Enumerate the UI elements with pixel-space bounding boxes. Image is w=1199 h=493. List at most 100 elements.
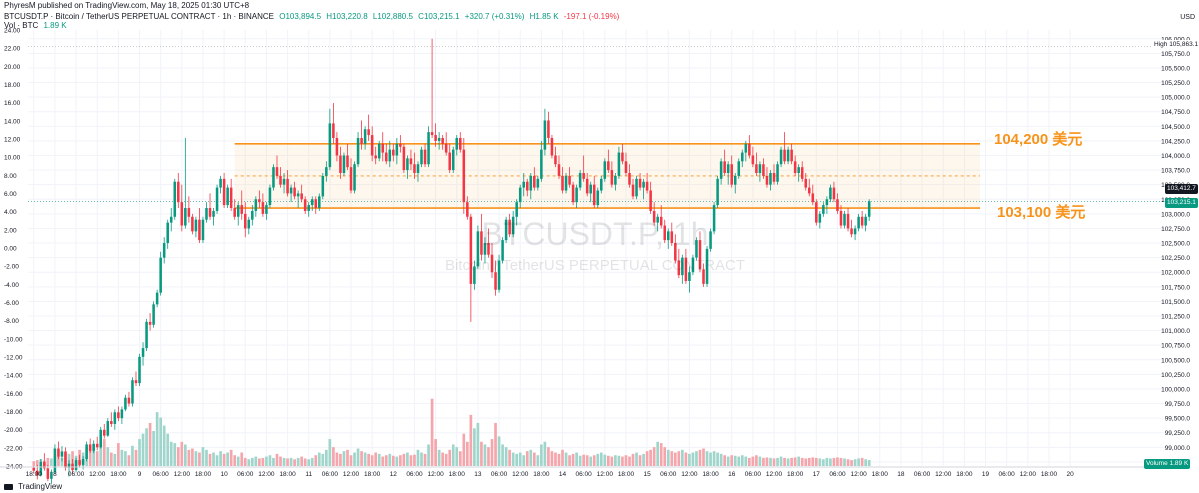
price-tick-label: 105,750.0 xyxy=(1161,51,1190,58)
candle-body xyxy=(758,164,762,173)
volume-bar xyxy=(310,457,314,466)
price-tick-label: 104,250.0 xyxy=(1161,138,1190,145)
volume-bar xyxy=(677,451,681,466)
candle-body xyxy=(695,240,698,258)
volume-bar xyxy=(529,449,533,466)
volume-bar xyxy=(71,451,74,466)
volume-bar xyxy=(399,455,402,466)
symbol-title[interactable]: BTCUSDT.P · Bitcoin / TetherUS PERPETUAL… xyxy=(4,12,274,21)
volume-label[interactable]: Vol · BTC xyxy=(4,21,39,30)
candle-body xyxy=(286,178,289,194)
volume-bar xyxy=(205,449,208,466)
time-axis[interactable]: 18:00 8 06:00 12:00 18:00 9 06:00 12:00 18:00 10 0… xyxy=(0,466,1164,478)
candle-body xyxy=(377,143,381,159)
candle-body xyxy=(208,208,212,217)
candle-body xyxy=(282,178,286,185)
tradingview-label: TradingView xyxy=(18,482,63,491)
volume-bar xyxy=(829,458,832,466)
high-tag-value: 105,863.1 xyxy=(1169,41,1199,48)
time-tick-label: 12:00 xyxy=(512,471,529,478)
candle-body xyxy=(702,269,705,284)
candle-body xyxy=(448,152,451,171)
volume-bar xyxy=(547,447,550,466)
volume-bar xyxy=(427,444,430,466)
volume-bar xyxy=(670,451,674,466)
watermark-name: Bitcoin / TetherUS PERPETUAL CONTRACT xyxy=(445,257,745,274)
volume-bar xyxy=(652,447,656,466)
watermark-symbol: BTCUSDT.P, 1h xyxy=(481,216,708,252)
high-tag-label: High xyxy=(1154,41,1168,48)
price-axis[interactable]: 106,000.0 105,750.0 105,500.0 105,250.0 105,… xyxy=(1161,36,1190,466)
volume-bar xyxy=(772,458,776,466)
price-tick-label: 102,750.0 xyxy=(1161,226,1190,233)
support-resistance-zone xyxy=(28,46,1164,209)
volume-bar xyxy=(508,449,511,466)
volume-bar xyxy=(606,455,610,466)
volume-bar xyxy=(525,451,529,466)
volume-bar xyxy=(557,453,561,466)
volume-bar xyxy=(814,457,818,466)
volume-bar xyxy=(141,433,145,466)
volume-bar xyxy=(755,455,758,466)
candle-body xyxy=(571,184,575,203)
volume-bar xyxy=(296,457,300,466)
candle-body xyxy=(187,208,191,217)
price-tick-label: 99,250.0 xyxy=(1165,430,1191,437)
candle-body xyxy=(353,164,356,191)
volume-bar xyxy=(807,457,811,466)
candle-body xyxy=(769,172,772,185)
currency-label[interactable]: USD xyxy=(1180,14,1195,21)
volume-bar xyxy=(198,452,201,466)
volume-bar xyxy=(212,452,215,466)
time-tick-label: 15 xyxy=(643,471,651,478)
candle-body xyxy=(822,205,825,214)
volume-bar xyxy=(102,439,106,466)
volume-bar xyxy=(476,422,480,466)
candle-body xyxy=(790,149,793,162)
volume-bar xyxy=(272,457,275,466)
candle-body xyxy=(289,187,293,194)
volume-bar xyxy=(134,449,138,466)
volume-bar xyxy=(744,456,748,466)
time-tick-label: 18:00 xyxy=(702,471,719,478)
price-tick-label: 100,500.0 xyxy=(1161,357,1190,364)
left-tick-label: -20.00 xyxy=(4,427,23,434)
volume-bar xyxy=(522,455,526,466)
candle-body xyxy=(652,210,656,223)
candle-body xyxy=(525,181,529,191)
candle-body xyxy=(155,292,159,305)
volume-bar xyxy=(208,453,212,466)
candle-body xyxy=(829,187,832,200)
change-value: +320.7 (+0.31%) xyxy=(464,12,525,21)
volume-bar xyxy=(152,431,155,466)
volume-bar xyxy=(240,452,244,466)
volume-bar xyxy=(709,452,712,466)
open-value: O103,894.5 xyxy=(279,12,322,21)
price-tick-label: 100,000.0 xyxy=(1161,386,1190,393)
left-tick-label: 4.00 xyxy=(4,209,17,216)
volume-bar xyxy=(321,453,325,466)
volume-bar xyxy=(483,444,487,466)
candle-body xyxy=(578,172,582,188)
candle-body xyxy=(420,149,423,165)
candle-body xyxy=(325,167,328,176)
candle-body xyxy=(582,172,585,179)
volume-bar xyxy=(250,457,254,466)
candle-body xyxy=(233,208,236,217)
candle-body xyxy=(797,167,800,173)
time-tick-label: 12:00 xyxy=(766,471,783,478)
candle-body xyxy=(395,143,399,156)
time-tick-label: 06:00 xyxy=(322,471,339,478)
volume-bar xyxy=(99,441,103,466)
tradingview-logo[interactable]: TradingView xyxy=(4,482,62,491)
volume-bar xyxy=(695,451,698,466)
candle-body xyxy=(610,170,614,185)
candle-body xyxy=(342,155,346,173)
time-tick-label: 12:00 xyxy=(935,471,952,478)
price-tick-label: 105,000.0 xyxy=(1161,95,1190,102)
left-tick-label: -8.00 xyxy=(4,318,19,325)
price-tick-label: 103,750.0 xyxy=(1161,168,1190,175)
volume-bar xyxy=(599,452,603,466)
candle-body xyxy=(191,216,194,232)
